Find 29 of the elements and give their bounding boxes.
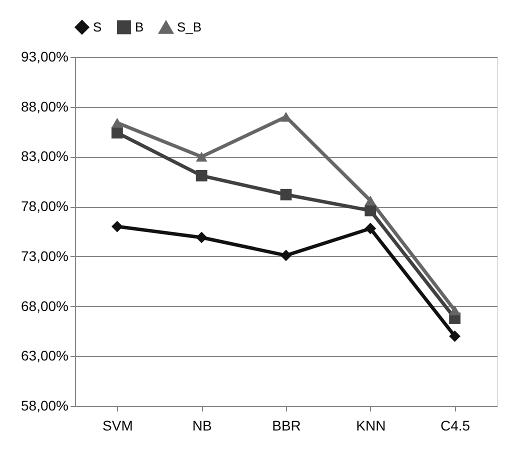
- point: [364, 196, 376, 206]
- x-tick-label: BBR: [272, 418, 301, 434]
- point: [112, 118, 123, 128]
- y-tick-label: 73,00%: [21, 248, 68, 264]
- point: [364, 222, 376, 234]
- y-tick-label: 88,00%: [21, 98, 68, 114]
- point: [449, 305, 460, 316]
- x-tick-label: C4.5: [440, 418, 470, 434]
- legend-label: S_B: [177, 20, 202, 35]
- point: [112, 127, 123, 138]
- x-tick-label: SVM: [102, 418, 133, 434]
- legend-label: S: [93, 19, 102, 34]
- point: [112, 220, 123, 232]
- point: [280, 188, 292, 200]
- point: [196, 232, 208, 244]
- x-tick-label: KNN: [356, 418, 386, 434]
- point: [364, 204, 376, 216]
- point: [196, 152, 208, 162]
- legend-label: B: [135, 19, 144, 34]
- y-tick-label: 58,00%: [21, 398, 68, 414]
- y-tick-label: 78,00%: [21, 198, 68, 214]
- point: [449, 330, 460, 342]
- x-tick-label: NB: [192, 418, 212, 434]
- point: [196, 170, 208, 182]
- y-tick-label: 93,00%: [21, 48, 68, 64]
- y-tick-label: 63,00%: [21, 348, 68, 364]
- point: [280, 250, 292, 262]
- y-tick-label: 83,00%: [21, 148, 68, 164]
- y-tick-label: 68,00%: [21, 298, 68, 314]
